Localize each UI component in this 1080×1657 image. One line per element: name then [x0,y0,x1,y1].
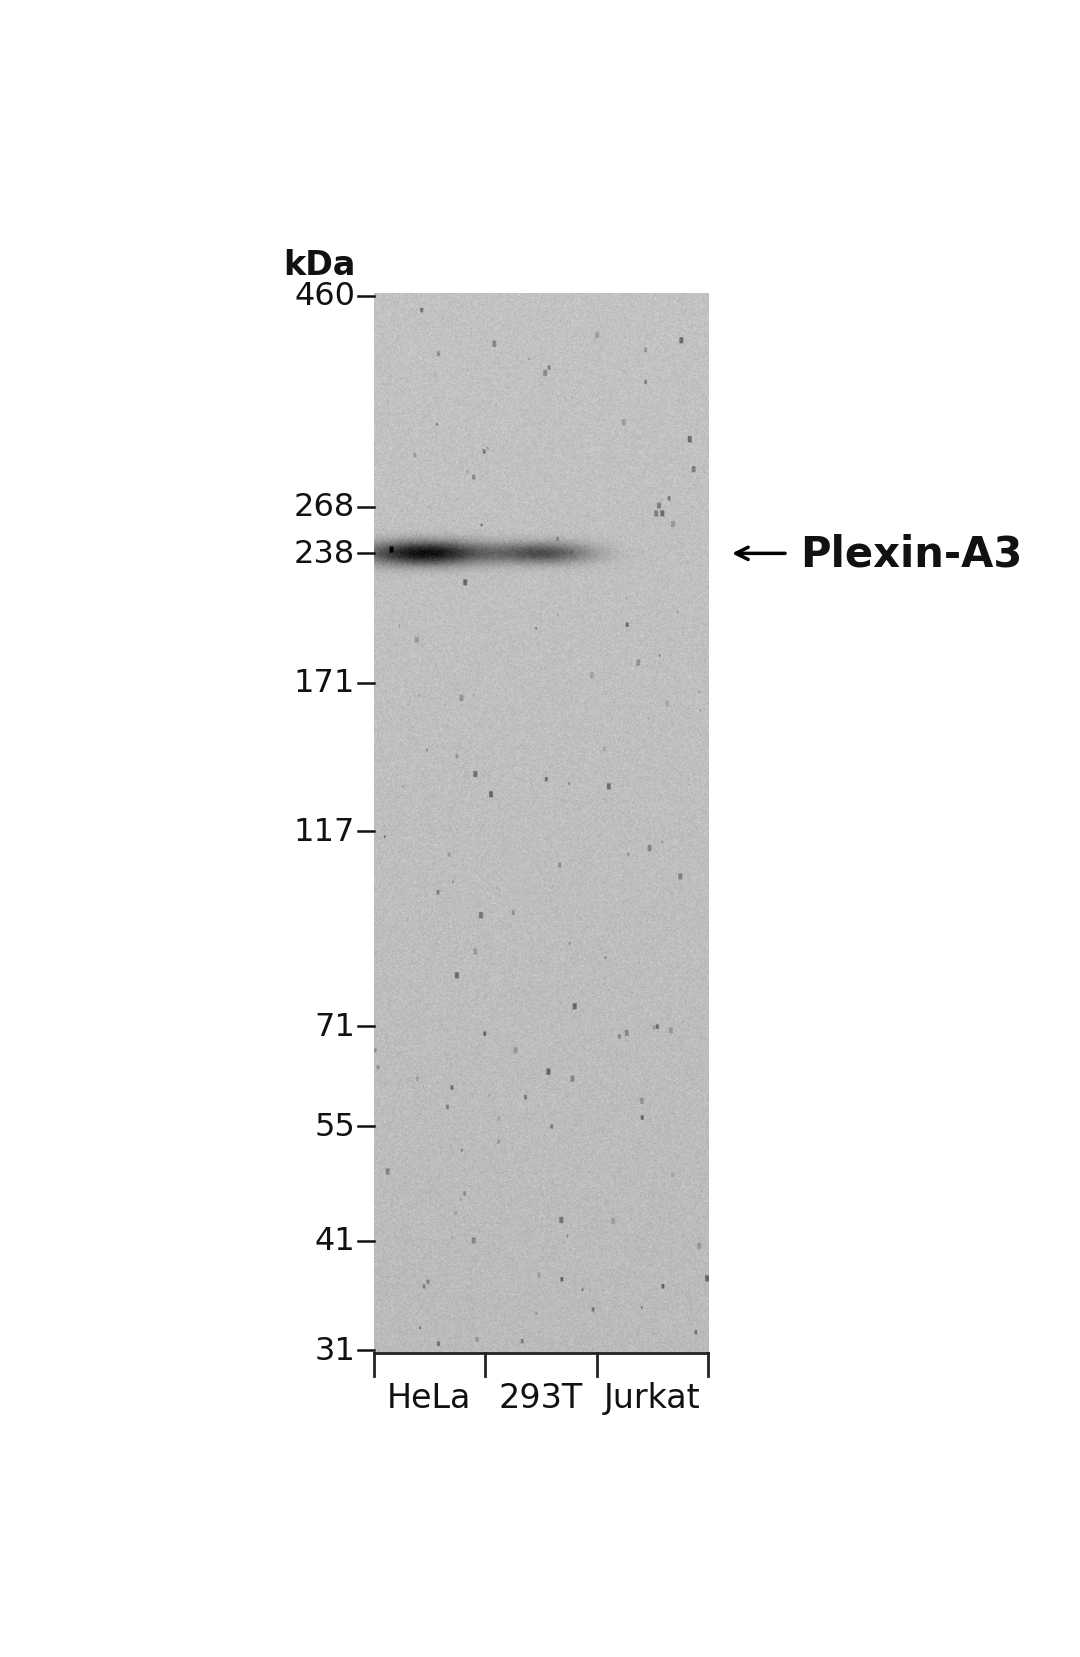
Text: 268: 268 [294,492,355,524]
Text: 117: 117 [294,815,355,847]
Text: 293T: 293T [499,1382,583,1415]
Text: 41: 41 [314,1226,355,1256]
Text: HeLa: HeLa [387,1382,472,1415]
Text: 55: 55 [314,1110,355,1142]
Text: Plexin-A3: Plexin-A3 [800,534,1023,575]
Text: 238: 238 [294,539,355,570]
Text: kDa: kDa [283,249,355,282]
Text: 71: 71 [314,1011,355,1042]
Text: 171: 171 [294,668,355,699]
Text: 460: 460 [294,282,355,312]
Text: 31: 31 [314,1336,355,1365]
Text: Jurkat: Jurkat [604,1382,701,1415]
